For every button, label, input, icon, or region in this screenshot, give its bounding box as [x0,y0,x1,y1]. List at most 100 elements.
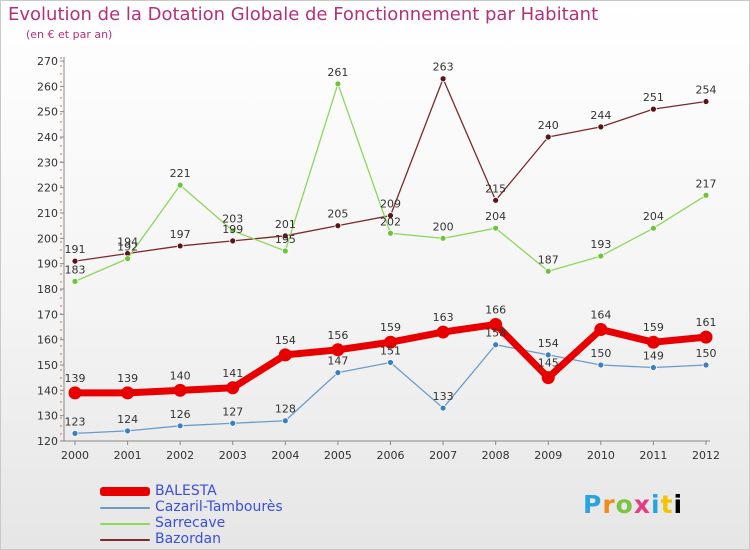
data-label-balesta: 156 [327,329,348,342]
data-label-cazaril-tambouresl: 150 [590,347,611,360]
data-point-cazaril-tambouresl [492,341,500,349]
data-point-bazordan [544,133,552,141]
x-tick-label: 2006 [377,449,405,462]
y-tick-label: 140 [37,384,58,397]
data-label-bazordan: 215 [485,182,506,195]
data-label-bazordan: 199 [222,223,243,236]
y-tick-label: 170 [37,308,58,321]
x-tick-label: 2011 [639,449,667,462]
x-tick-label: 2010 [587,449,615,462]
legend-label: Bazordan [155,531,221,547]
data-point-cazaril-tambouresl [281,417,289,425]
data-label-sarrecave: 195 [275,233,296,246]
y-tick-label: 200 [37,232,58,245]
data-point-sarrecave [124,255,131,263]
data-point-bazordan [702,98,710,105]
data-label-balesta: 139 [117,372,138,385]
x-tick-label: 2012 [692,449,720,462]
data-label-bazordan: 194 [117,236,138,249]
x-tick-label: 2000 [61,449,89,462]
data-label-balesta: 164 [590,309,611,322]
data-label-sarrecave: 183 [65,263,86,276]
data-point-balesta [594,323,608,337]
data-label-cazaril-tambouresl: 154 [538,337,559,350]
data-label-sarrecave: 192 [117,241,138,254]
data-label-balesta: 154 [275,334,296,347]
data-point-bazordan [334,222,342,230]
y-tick-label: 160 [37,334,58,347]
legend-swatch [100,487,150,496]
legend-label: Cazaril-Tambourès [155,499,283,515]
data-label-cazaril-tambouresl: 127 [222,405,243,418]
series-line-sarrecave [74,83,707,282]
data-point-balesta [121,386,135,400]
chart-subtitle: (en € et par an) [26,28,113,41]
data-label-sarrecave: 203 [222,213,243,226]
data-label-cazaril-tambouresl: 124 [117,413,138,426]
legend-swatch [100,523,150,525]
data-point-sarrecave [281,247,289,255]
x-tick-label: 2005 [324,449,352,462]
legend-swatch [100,507,150,509]
data-label-balesta: 139 [65,372,86,385]
data-label-bazordan: 254 [696,84,717,97]
data-label-balesta: 141 [222,367,243,380]
y-tick-label: 240 [37,131,58,144]
data-point-cazaril-tambouresl [544,351,552,359]
chart-title: Evolution de la Dotation Globale de Fonc… [8,4,599,25]
y-tick-label: 150 [37,359,58,372]
data-point-balesta [646,335,660,349]
data-label-cazaril-tambouresl: 126 [170,408,191,421]
data-point-bazordan [281,232,289,240]
data-point-cazaril-tambouresl [439,404,447,412]
x-tick-label: 2004 [271,449,299,462]
y-tick-label: 210 [37,207,58,220]
x-tick-label: 2007 [429,449,457,462]
data-point-balesta [68,386,82,400]
legend-label: Sarrecave [155,515,226,531]
data-label-cazaril-tambouresl: 151 [380,344,401,357]
data-point-bazordan [387,212,394,219]
data-label-sarrecave: 204 [485,210,506,223]
data-label-bazordan: 240 [538,119,559,132]
data-label-bazordan: 263 [433,61,454,74]
y-tick-label: 120 [37,435,58,448]
data-label-bazordan: 201 [275,218,296,231]
data-point-balesta [541,371,555,385]
series-line-balesta [75,320,707,397]
y-tick-label: 190 [37,258,58,271]
data-label-sarrecave: 221 [170,167,191,180]
data-point-sarrecave [334,80,342,88]
data-point-bazordan [439,75,447,83]
data-point-balesta [699,330,713,344]
data-point-bazordan [71,257,79,265]
data-label-cazaril-tambouresl: 128 [275,403,296,416]
data-point-balesta [384,335,397,349]
data-label-bazordan: 205 [327,208,348,221]
data-label-bazordan: 244 [590,109,611,122]
data-point-cazaril-tambouresl [650,364,657,371]
y-tick-label: 230 [37,156,58,169]
data-label-cazaril-tambouresl: 133 [433,390,454,403]
data-label-bazordan: 197 [170,228,191,241]
y-tick-label: 220 [37,182,58,195]
data-label-sarrecave: 261 [327,66,348,79]
data-point-sarrecave [439,234,447,242]
data-point-bazordan [229,237,237,245]
data-label-cazaril-tambouresl: 147 [327,355,348,368]
y-tick-label: 250 [37,106,58,119]
data-point-sarrecave [71,277,79,285]
x-tick-label: 2003 [219,449,247,462]
y-tick-label: 270 [37,55,58,68]
legend-swatch [100,539,150,541]
proxiti-logo: Proxiti [583,490,684,519]
data-label-cazaril-tambouresl: 158 [485,327,506,340]
x-tick-label: 2001 [114,449,142,462]
y-tick-label: 180 [37,283,58,296]
data-point-sarrecave [650,224,657,232]
x-tick-label: 2002 [166,449,194,462]
data-point-balesta [436,325,450,339]
data-point-balesta [226,381,240,395]
